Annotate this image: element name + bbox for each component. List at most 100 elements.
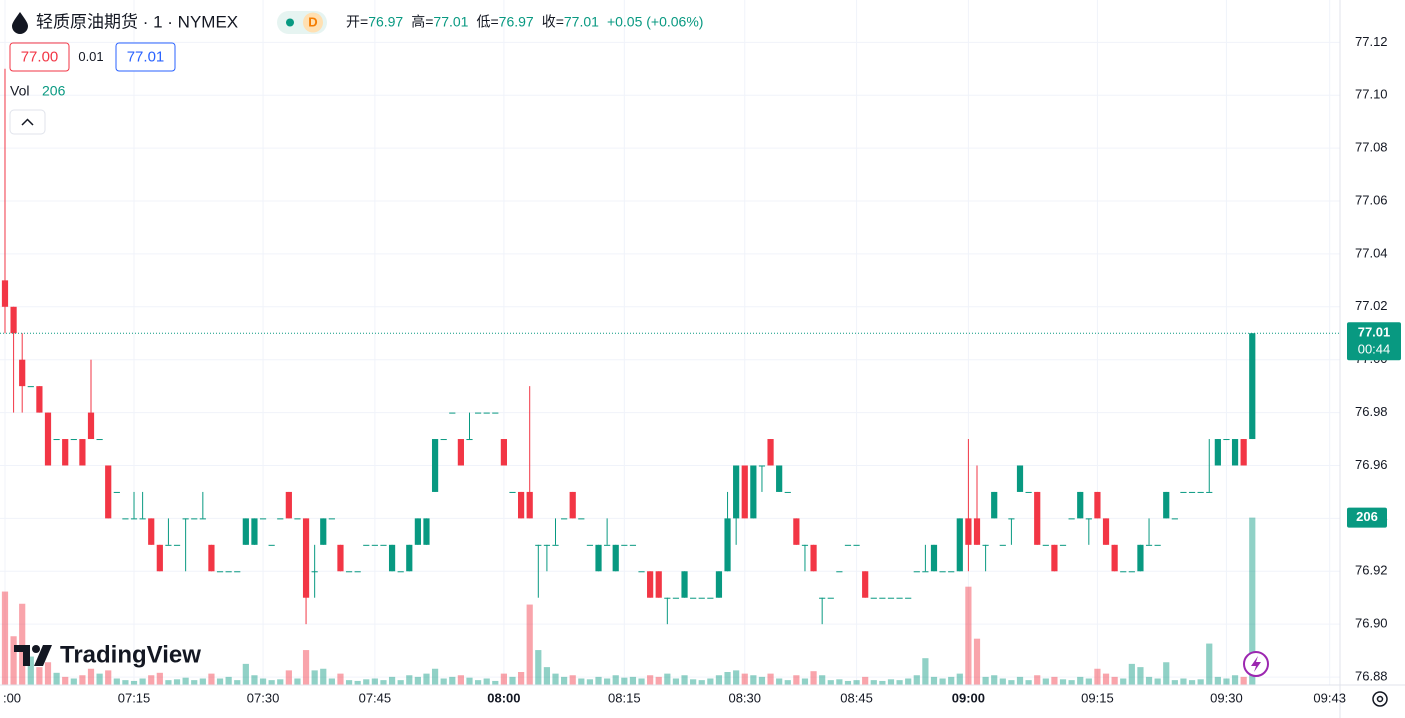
volume-bar: [414, 676, 421, 685]
candle-body: [595, 544, 602, 572]
x-tick-label: :00: [3, 690, 21, 705]
volume-bar: [139, 678, 146, 685]
bid-box[interactable]: [9, 42, 70, 72]
volume-bar: [681, 675, 688, 685]
volume-bar: [1128, 663, 1135, 685]
volume-bar: [741, 673, 748, 685]
watermark-text: TradingView: [60, 641, 201, 668]
candle-body: [1025, 491, 1032, 493]
candle-body: [328, 518, 335, 520]
volume-bar: [810, 671, 817, 685]
volume-bar: [36, 667, 43, 685]
candle-body: [492, 412, 499, 414]
volume-tag-value: 206: [1356, 509, 1378, 524]
volume-bar: [879, 680, 886, 685]
volume-bar: [431, 668, 439, 685]
volume-bar: [500, 673, 507, 685]
volume-bar: [311, 670, 318, 685]
volume-bar: [474, 680, 482, 685]
volume-bar: [819, 675, 826, 685]
y-tick-label: 76.90: [1355, 616, 1388, 631]
volume-bar: [991, 675, 998, 685]
volume-bar: [345, 680, 353, 685]
vol-label: Vol: [10, 83, 29, 99]
volume-bar: [1223, 678, 1230, 685]
candle-body: [698, 597, 705, 599]
candle-body: [733, 465, 740, 519]
symbol-icon: [12, 12, 28, 34]
candle-body: [53, 439, 60, 441]
candle-body: [629, 544, 637, 546]
ask-box[interactable]: [115, 42, 176, 72]
candle-body: [500, 439, 507, 466]
y-tick-label: 76.96: [1355, 457, 1388, 472]
volume-bar: [1145, 676, 1153, 685]
candle-body: [259, 518, 267, 520]
candle-body: [862, 571, 869, 598]
settings-button[interactable]: [1372, 691, 1388, 707]
candle-body: [44, 412, 52, 466]
volume-bar: [354, 680, 361, 685]
candle-body: [371, 544, 378, 546]
volume-bar: [1171, 680, 1178, 685]
volume-bar: [612, 675, 619, 685]
candle-body: [518, 491, 525, 519]
candle-body: [664, 597, 671, 599]
candle-body: [930, 544, 938, 572]
candle-body: [879, 597, 886, 599]
volume-bar: [234, 680, 241, 685]
volume-bar: [268, 680, 275, 685]
x-tick-label: 07:45: [359, 690, 392, 705]
y-tick-label: 77.08: [1355, 140, 1388, 155]
ohlc-value: 77.01: [564, 14, 599, 30]
volume-bar: [586, 679, 594, 685]
candle-body: [672, 597, 680, 599]
candle-body: [474, 412, 482, 414]
candle-body: [251, 518, 258, 545]
volume-bar: [251, 675, 258, 685]
volume-bar: [277, 679, 284, 685]
x-tick-label: 09:30: [1210, 690, 1243, 705]
ohlc-value: 77.01: [433, 14, 468, 30]
volume-bar: [896, 680, 903, 685]
volume-tag: [1347, 507, 1387, 528]
ohlc-name: 开=: [346, 14, 368, 30]
candle-body: [388, 544, 396, 572]
volume-bar: [767, 673, 774, 685]
candle-body: [466, 439, 473, 441]
volume-bar: [242, 663, 249, 685]
candle-body: [965, 518, 972, 545]
candle-body: [750, 465, 757, 519]
volume-bar: [905, 678, 912, 685]
collapse-button[interactable]: [9, 109, 46, 135]
volume-bar: [715, 675, 723, 685]
candle-body: [707, 597, 714, 599]
change: +0.05 (+0.06%): [607, 14, 704, 30]
ask-price: 77.01: [127, 48, 165, 65]
candle-body: [397, 571, 404, 573]
price-tag-countdown: 00:44: [1358, 342, 1391, 357]
candle-body: [604, 544, 611, 546]
candle-body: [423, 518, 430, 545]
candle-body: [896, 597, 903, 599]
candle-body: [509, 491, 516, 493]
y-tick-label: 77.12: [1355, 34, 1388, 49]
volume-bar: [776, 678, 783, 685]
symbol-title[interactable]: 轻质原油期货 · 1 · NYMEX: [36, 12, 238, 31]
candle-body: [776, 465, 783, 492]
candle-body: [741, 465, 748, 519]
ohlc-name: 高=: [411, 14, 433, 30]
candle-body: [922, 571, 929, 573]
volume-bar: [337, 673, 344, 685]
volume-bar: [1163, 662, 1170, 685]
candle-body: [285, 491, 292, 519]
volume-bar: [285, 670, 292, 685]
volume-bar: [1180, 678, 1187, 685]
volume-bar: [1137, 667, 1144, 685]
volume-bar: [621, 677, 628, 685]
volume-bar: [44, 662, 52, 685]
volume-bar: [363, 679, 370, 685]
volume-bar: [62, 676, 69, 685]
candle-body: [337, 544, 344, 572]
